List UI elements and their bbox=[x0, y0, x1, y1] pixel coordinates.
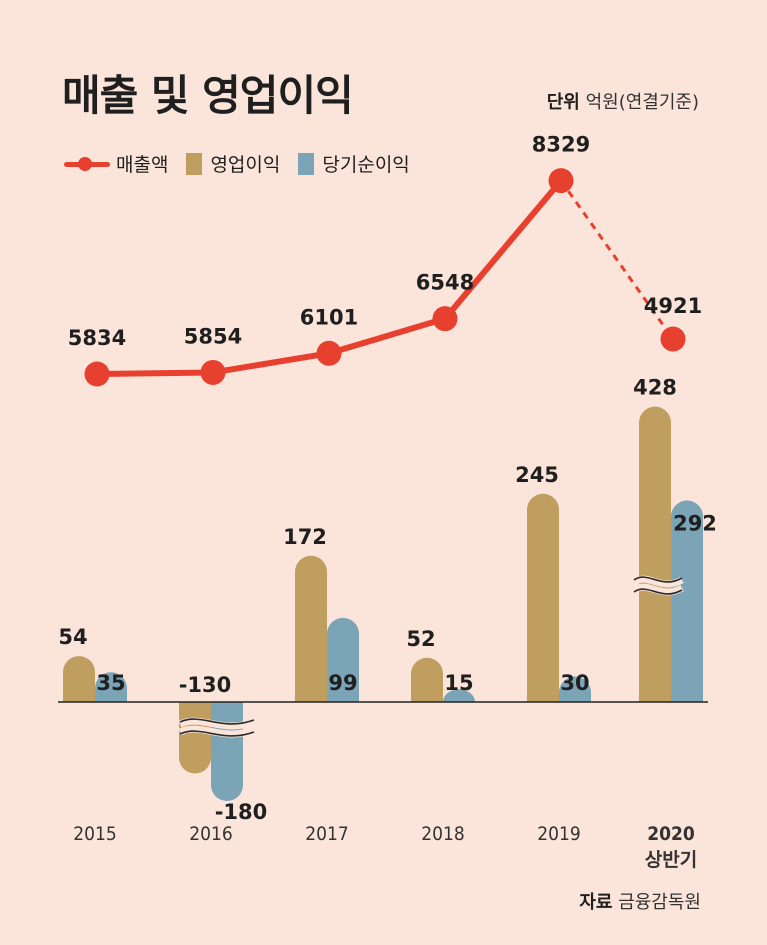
unit-value: 억원(연결기준) bbox=[585, 92, 699, 113]
point-revenue-2017 bbox=[316, 340, 342, 366]
legend: 매출액 영업이익 당기순이익 bbox=[64, 150, 428, 177]
label-net-2018: 15 bbox=[444, 671, 473, 695]
bar-operating-2019 bbox=[527, 493, 559, 702]
legend-swatch-net bbox=[298, 152, 315, 175]
point-revenue-2019 bbox=[548, 168, 574, 194]
axis-break-2020-gap bbox=[632, 575, 684, 596]
tick-label-2017: 2017 bbox=[305, 823, 349, 845]
bar-operating-2017 bbox=[295, 555, 327, 702]
label-operating-2020: 428 bbox=[633, 376, 677, 400]
tick-label-2016: 2016 bbox=[189, 823, 233, 845]
label-operating-2019: 245 bbox=[515, 463, 559, 487]
legend-line-swatch bbox=[64, 156, 110, 171]
unit-label: 단위 bbox=[546, 92, 580, 113]
label-revenue-2017: 6101 bbox=[300, 305, 358, 329]
bar-operating-2015 bbox=[63, 656, 95, 702]
bar-net-2017 bbox=[327, 617, 359, 702]
point-revenue-2016 bbox=[200, 359, 226, 385]
bar-operating-2020 bbox=[639, 406, 671, 702]
source-value: 금융감독원 bbox=[618, 892, 701, 913]
axis-break-2016-gap bbox=[178, 717, 256, 738]
label-revenue-2018: 6548 bbox=[416, 271, 474, 295]
tick-label-2015: 2015 bbox=[73, 823, 117, 845]
label-net-2015: 35 bbox=[96, 671, 125, 695]
label-net-2016: -180 bbox=[215, 800, 268, 824]
label-net-2017: 99 bbox=[328, 671, 357, 695]
label-revenue-2019: 8329 bbox=[532, 133, 590, 157]
bar-net-2019 bbox=[559, 676, 591, 702]
axis-break-2016-line-top bbox=[179, 718, 255, 725]
legend-item-operating: 영업이익 bbox=[186, 150, 280, 177]
label-net-2019: 30 bbox=[560, 671, 589, 695]
legend-label-net: 당기순이익 bbox=[322, 154, 410, 176]
axis-break-2020-line-top bbox=[633, 576, 683, 583]
legend-label-revenue: 매출액 bbox=[116, 154, 169, 176]
point-revenue-2018 bbox=[432, 306, 458, 332]
unit-note: 단위 억원(연결기준) bbox=[547, 88, 699, 114]
label-operating-2016: -130 bbox=[179, 673, 232, 697]
legend-swatch-operating bbox=[186, 152, 203, 175]
label-revenue-2020: 4921 bbox=[644, 294, 702, 318]
source-label: 자료 bbox=[579, 892, 613, 913]
label-operating-2018: 52 bbox=[406, 627, 435, 651]
legend-label-operating: 영업이익 bbox=[210, 154, 281, 176]
line-revenue-dashed bbox=[559, 179, 675, 340]
tick-label-2018: 2018 bbox=[421, 823, 465, 845]
tick-sublabel-2020: 상반기 bbox=[645, 849, 697, 871]
point-revenue-2015 bbox=[84, 361, 110, 387]
axis-break-2020-line-bottom bbox=[633, 588, 683, 595]
bar-operating-2016 bbox=[179, 702, 211, 774]
bar-net-2016 bbox=[211, 702, 243, 801]
chart-title: 매출 및 영업이익 bbox=[62, 71, 354, 120]
axis-break-2016-line-bottom bbox=[179, 730, 255, 737]
bar-net-2015 bbox=[95, 672, 127, 702]
label-operating-2015: 54 bbox=[58, 625, 87, 649]
source-note: 자료 금융감독원 bbox=[579, 888, 701, 914]
legend-item-revenue: 매출액 bbox=[64, 150, 168, 177]
label-revenue-2015: 5834 bbox=[68, 326, 126, 350]
legend-item-net: 당기순이익 bbox=[298, 150, 410, 177]
bar-operating-2018 bbox=[411, 657, 443, 702]
label-operating-2017: 172 bbox=[283, 525, 327, 549]
point-revenue-2020 bbox=[660, 326, 686, 352]
tick-label-2019: 2019 bbox=[537, 823, 581, 845]
label-revenue-2016: 5854 bbox=[184, 324, 242, 348]
bar-net-2020 bbox=[671, 500, 703, 702]
label-net-2020: 292 bbox=[673, 512, 717, 536]
bar-net-2018 bbox=[443, 689, 475, 702]
tick-label-2020: 2020 bbox=[647, 823, 695, 845]
